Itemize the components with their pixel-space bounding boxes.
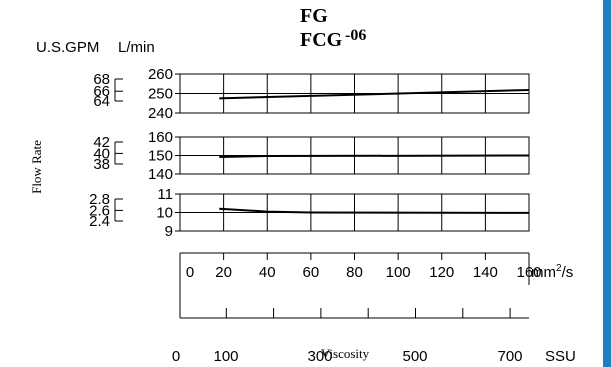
- ssu-tick-label: 0: [172, 348, 180, 365]
- panel-bottom-gpm-tick-label: 2.6: [89, 202, 110, 219]
- x-unit-ssu: SSU: [545, 348, 576, 365]
- panel-bottom-lmin-tick-label: 10: [156, 205, 173, 222]
- panel-bottom-lmin-tick-label: 11: [157, 186, 173, 203]
- panel-middle-lmin-tick-label: 150: [148, 148, 173, 165]
- ssu-tick-label: 300: [307, 348, 332, 365]
- mm2s-tick-label: 100: [386, 264, 411, 281]
- mm2s-tick-label: 0: [186, 264, 194, 281]
- panel-middle-gpm-tick-label: 42: [93, 134, 110, 151]
- panel-bottom-lmin-tick-label: 9: [165, 223, 173, 240]
- panel-bottom-gpm-tick-label: 2.8: [89, 191, 110, 208]
- ssu-tick-label: 700: [497, 348, 522, 365]
- panel-top-gpm-tick-label: 64: [93, 93, 110, 110]
- edge-accent-bar: [603, 0, 611, 367]
- panel-middle-gpm-tick-label: 40: [93, 145, 110, 162]
- panel-middle-data-line: [219, 154, 530, 158]
- mm2s-tick-label: 60: [303, 264, 320, 281]
- panel-middle-lmin-tick-label: 160: [148, 129, 173, 146]
- panel-top-lmin-tick-label: 260: [148, 66, 173, 83]
- panel-top-lmin-tick-label: 240: [148, 105, 173, 122]
- panel-top-gpm-tick-label: 68: [93, 71, 110, 88]
- y-axis-label: Flow Rate: [29, 140, 44, 194]
- panel-top-data-line: [219, 88, 530, 100]
- mm2s-tick-label: 20: [215, 264, 232, 281]
- panel-top-lmin-tick-label: 250: [148, 86, 173, 103]
- chart-title-line2: FCG: [300, 29, 343, 51]
- panel-bottom-gpm-tick-label: 2.4: [89, 213, 110, 230]
- ssu-tick-label: 500: [402, 348, 427, 365]
- mm2s-tick-label: 40: [259, 264, 276, 281]
- mm2s-tick-label: 140: [473, 264, 498, 281]
- x-unit-mm2s: mm2/s: [531, 263, 573, 281]
- panel-middle-gpm-tick-label: 38: [93, 156, 110, 173]
- mm2s-tick-label: 160: [516, 264, 541, 281]
- unit-lmin-label: L/min: [118, 39, 155, 56]
- chart-panels: 260250240686664160150140424038111092.82.…: [89, 66, 541, 365]
- mm2s-tick-label: 120: [429, 264, 454, 281]
- unit-gpm-label: U.S.GPM: [36, 39, 99, 56]
- chart-title-line1: FG: [300, 5, 328, 27]
- ssu-tick-label: 100: [213, 348, 238, 365]
- panel-top-gpm-tick-label: 66: [93, 83, 110, 100]
- chart-title-suffix: -06: [345, 27, 366, 44]
- mm2s-tick-label: 80: [346, 264, 363, 281]
- panel-bottom-data-line: [219, 207, 530, 214]
- x-axis-label: Viscosity: [321, 346, 370, 361]
- panel-middle-lmin-tick-label: 140: [148, 166, 173, 183]
